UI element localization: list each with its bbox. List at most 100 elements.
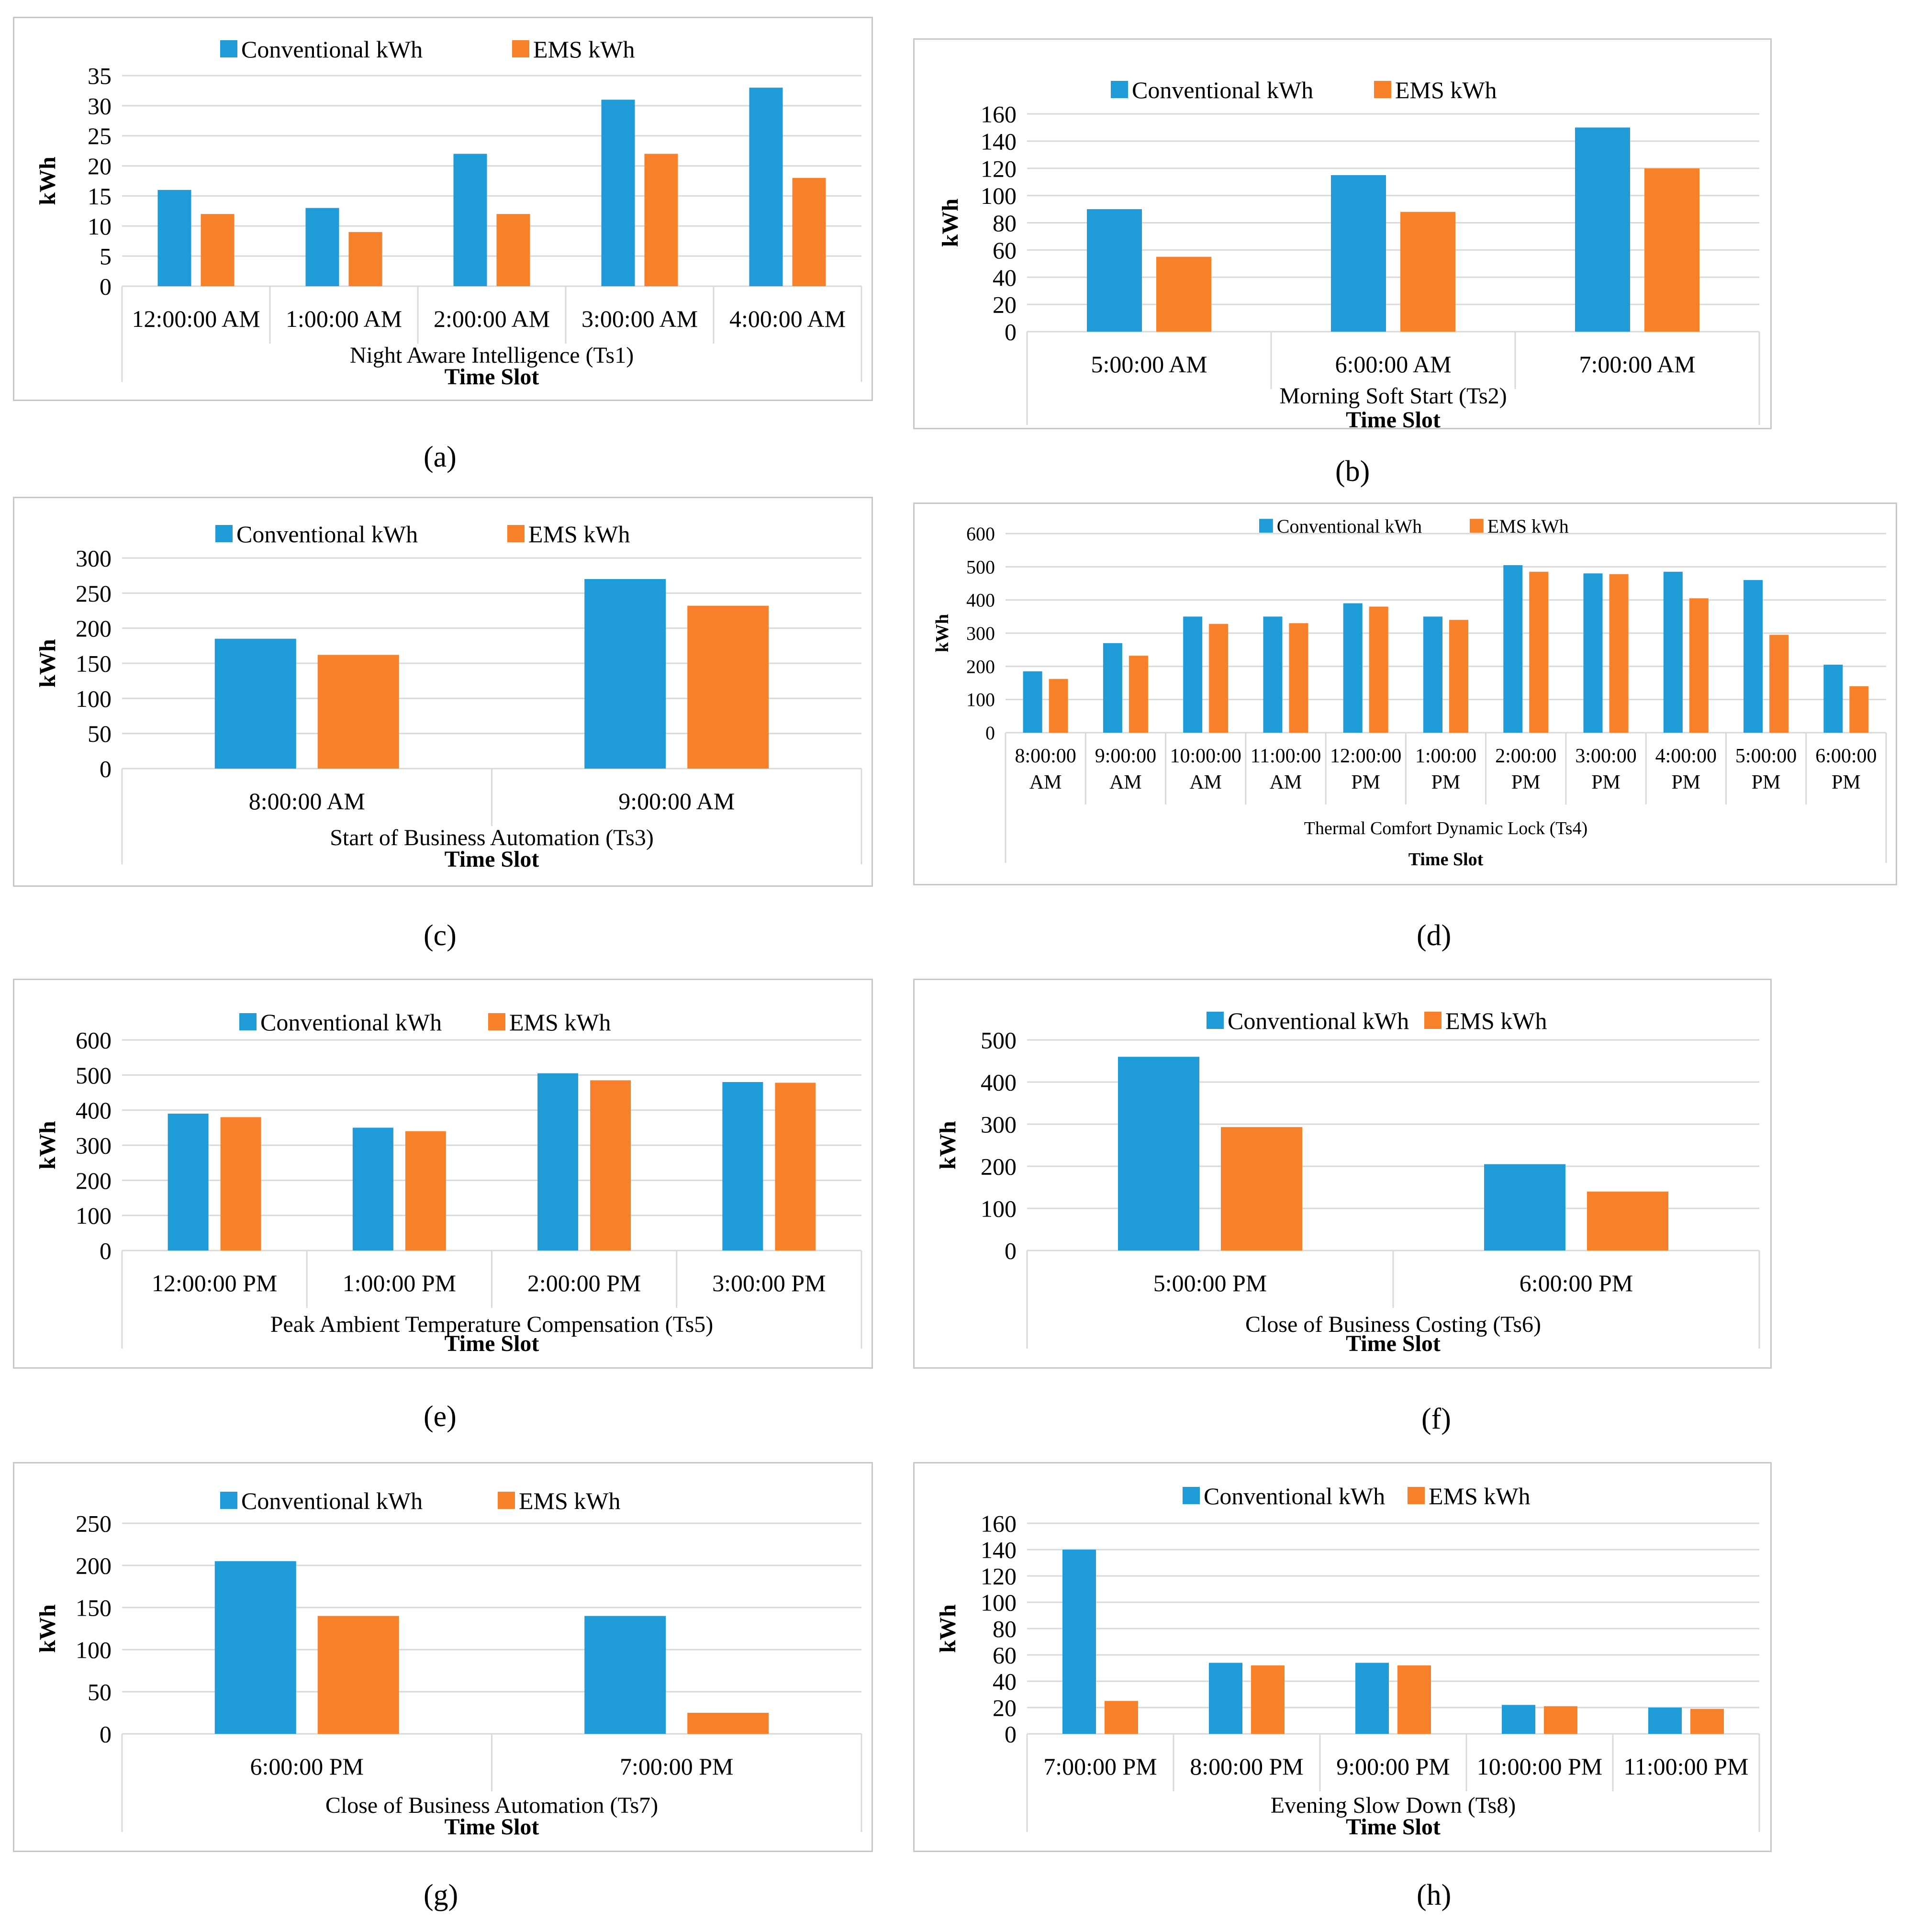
legend-label-conventional: Conventional kWh [260, 1009, 442, 1036]
y-tick-label: 0 [100, 1238, 112, 1264]
y-tick-label: 20 [993, 291, 1017, 318]
y-tick-label: 200 [966, 656, 995, 677]
legend-swatch-conventional [1111, 81, 1128, 98]
bar-conventional-b-1 [1331, 175, 1386, 332]
y-tick-label: 0 [1005, 1238, 1017, 1264]
bar-conventional-e-1 [352, 1128, 393, 1251]
legend-swatch-conventional [239, 1013, 257, 1030]
legend-label-conventional: Conventional kWh [236, 521, 418, 547]
chart-panel-a: 0 5 10 15 20 25 30 35 kWh 12:00:00 AM 1:00:00 AM 2:… [13, 17, 873, 401]
y-tick-label: 300 [76, 545, 112, 572]
group-label: Night Aware Intelligence (Ts1) [350, 343, 634, 368]
chart-svg-e: 0 100 200 300 400 500 600 kWh 12:00:00 PM 1:00:00… [35, 1009, 862, 1356]
bar-ems-a-4 [792, 178, 826, 286]
y-tick-label: 80 [993, 1616, 1017, 1642]
bar-ems-d-2 [1209, 624, 1229, 733]
legend-swatch-ems [1470, 519, 1484, 533]
legend-label-ems: EMS kWh [1429, 1483, 1531, 1509]
x-axis-title: Time Slot [1346, 407, 1441, 431]
group-label: Evening Slow Down (Ts8) [1271, 1793, 1516, 1818]
y-tick-label: 40 [993, 1668, 1017, 1695]
y-tick-label: 100 [966, 689, 995, 711]
legend-swatch-ems [1424, 1012, 1442, 1029]
bar-conventional-d-5 [1423, 616, 1442, 733]
x-tick-label: 12:00:00 AM [132, 305, 260, 332]
legend-label-ems: EMS kWh [1487, 515, 1569, 537]
y-tick-label: 80 [993, 210, 1017, 236]
caption-d: (d) [1417, 919, 1452, 952]
x-tick-label: 11:00:00 [1251, 745, 1321, 767]
y-tick-label: 300 [966, 623, 995, 644]
legend-swatch-conventional [1207, 1012, 1224, 1029]
group-label: Morning Soft Start (Ts2) [1279, 383, 1507, 409]
bar-ems-e-1 [405, 1131, 446, 1251]
y-tick-label: 100 [76, 685, 112, 712]
y-axis-label: kWh [932, 614, 952, 652]
y-axis-label: kWh [935, 1604, 961, 1653]
x-tick-label: 2:00:00 [1495, 745, 1556, 767]
bar-ems-e-0 [220, 1117, 261, 1251]
bar-conventional-a-1 [305, 208, 339, 286]
bar-ems-g-1 [687, 1713, 769, 1734]
legend-label-conventional: Conventional kWh [1277, 515, 1422, 537]
x-tick-label: 2:00:00 PM [527, 1270, 641, 1296]
bar-conventional-d-3 [1263, 616, 1283, 733]
y-tick-label: 300 [981, 1111, 1017, 1138]
y-tick-label: 100 [981, 182, 1017, 209]
bar-ems-h-0 [1105, 1701, 1138, 1734]
bar-conventional-g-1 [584, 1616, 666, 1734]
x-tick-label: 7:00:00 PM [620, 1753, 734, 1780]
y-axis-label: kWh [35, 1604, 60, 1653]
legend-swatch-conventional [220, 1492, 237, 1509]
bar-conventional-d-0 [1023, 671, 1042, 733]
caption-f: (f) [1421, 1403, 1451, 1435]
chart-svg-a: 0 5 10 15 20 25 30 35 kWh 12:00:00 AM 1:00:00 AM 2:… [35, 36, 862, 390]
x-axis-title: Time Slot [445, 847, 539, 872]
bar-ems-h-2 [1397, 1665, 1431, 1734]
x-tick-label: 3:00:00 AM [581, 305, 698, 332]
x-tick-label: 5:00:00 [1735, 745, 1797, 767]
bar-ems-c-0 [317, 655, 399, 769]
bar-conventional-g-0 [214, 1561, 296, 1734]
x-tick-label: AM [1270, 771, 1302, 793]
legend-swatch-ems [488, 1013, 505, 1030]
y-tick-label: 40 [993, 264, 1017, 291]
y-tick-label: 30 [88, 92, 112, 119]
legend-swatch-conventional [1183, 1487, 1200, 1504]
x-tick-label: 5:00:00 AM [1091, 351, 1207, 378]
x-tick-label: 6:00:00 [1815, 745, 1877, 767]
bar-ems-a-3 [644, 154, 678, 286]
x-axis-title: Time Slot [445, 364, 539, 390]
y-tick-label: 50 [88, 1679, 112, 1706]
y-tick-label: 150 [76, 650, 112, 677]
legend-swatch-ems [512, 40, 529, 57]
bar-conventional-h-2 [1355, 1663, 1389, 1734]
y-tick-label: 160 [981, 101, 1017, 128]
y-tick-label: 100 [981, 1195, 1017, 1222]
bar-conventional-d-10 [1823, 664, 1843, 733]
x-tick-label: 5:00:00 PM [1153, 1270, 1267, 1296]
y-tick-label: 400 [76, 1097, 112, 1124]
bar-conventional-d-4 [1343, 603, 1363, 733]
x-tick-label: 6:00:00 PM [250, 1753, 364, 1780]
x-tick-label: 7:00:00 PM [1043, 1753, 1157, 1780]
bar-conventional-f-0 [1118, 1057, 1199, 1251]
legend-label-ems: EMS kWh [519, 1487, 621, 1514]
y-tick-label: 5 [100, 243, 112, 270]
y-tick-label: 200 [76, 1552, 112, 1579]
y-tick-label: 50 [88, 720, 112, 747]
y-tick-label: 500 [76, 1062, 112, 1089]
bar-ems-d-3 [1289, 623, 1308, 733]
y-tick-label: 20 [993, 1695, 1017, 1721]
x-tick-label: 4:00:00 [1655, 745, 1717, 767]
group-label: Close of Business Costing (Ts6) [1245, 1312, 1541, 1337]
group-label: Start of Business Automation (Ts3) [330, 825, 654, 850]
x-tick-label: PM [1351, 771, 1380, 793]
y-tick-label: 0 [1005, 1721, 1017, 1748]
bar-ems-d-7 [1609, 574, 1629, 733]
x-axis-title: Time Slot [1346, 1331, 1441, 1356]
x-tick-label: 8:00:00 [1015, 745, 1076, 767]
bar-conventional-f-1 [1484, 1164, 1565, 1251]
bar-ems-e-3 [775, 1083, 816, 1251]
